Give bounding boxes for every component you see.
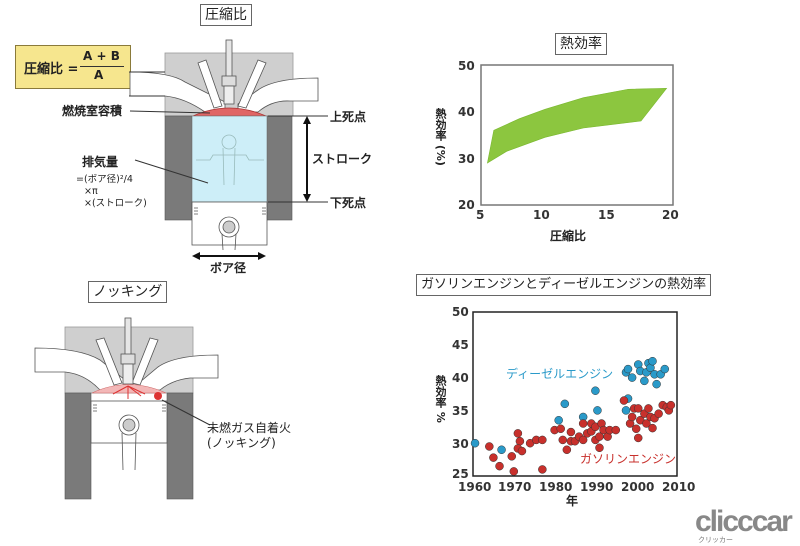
chart2-ytick-50: 50 xyxy=(452,305,469,319)
knocking-label-line2: (ノッキング) xyxy=(207,436,276,450)
knocking-label-line1: 未燃ガス自着火 xyxy=(207,421,292,435)
knocking-title: ノッキング xyxy=(88,281,168,303)
data-point xyxy=(578,419,588,428)
chart1-ytick-20: 20 xyxy=(458,198,475,212)
data-point xyxy=(648,356,657,366)
data-point xyxy=(556,424,565,434)
chart1-xtick-5: 5 xyxy=(476,208,485,222)
data-point xyxy=(640,376,649,386)
data-point xyxy=(497,445,506,455)
data-point xyxy=(554,415,563,425)
data-point xyxy=(507,452,517,461)
chart2-xtick-1960: 1960 xyxy=(458,480,492,494)
data-point xyxy=(566,427,576,437)
data-point xyxy=(515,436,525,446)
chart1-xtick-20: 20 xyxy=(662,208,679,222)
chart2-xtick-1980: 1980 xyxy=(539,480,573,494)
chart2-ytick-40: 40 xyxy=(452,371,469,385)
data-point xyxy=(578,435,588,445)
chart2-ytick-35: 35 xyxy=(452,404,469,418)
data-point xyxy=(485,442,494,451)
data-point xyxy=(593,406,602,415)
label-stroke: ストローク xyxy=(312,152,373,166)
chart1-ytick-40: 40 xyxy=(458,105,475,119)
data-point xyxy=(538,465,547,474)
label-combustion-chamber: 燃焼室容積 xyxy=(62,104,123,118)
formula-denominator: A xyxy=(94,68,104,82)
engine-comparison-chart-title: ガソリンエンジンとディーゼルエンジンの熱効率 xyxy=(416,274,712,296)
data-point xyxy=(509,467,519,476)
data-point xyxy=(652,379,661,389)
data-point xyxy=(621,406,631,415)
data-point xyxy=(562,445,572,455)
data-point xyxy=(631,424,641,434)
formula-fraction-bar xyxy=(80,66,124,67)
displacement-formula-1: =(ボア径)²/4 xyxy=(76,174,133,185)
data-point xyxy=(627,373,637,382)
chart1-ylabel: 熱効率 (%) xyxy=(434,108,447,166)
data-point xyxy=(538,435,547,445)
knocking-cylinder-diagram xyxy=(34,317,219,500)
data-point xyxy=(517,446,527,456)
chart2-xlabel: 年 xyxy=(566,494,579,508)
data-point xyxy=(666,400,676,410)
chart1-ytick-50: 50 xyxy=(458,59,475,73)
data-point xyxy=(489,453,498,462)
chart1-xtick-10: 10 xyxy=(533,208,550,222)
compression-formula-box: 圧縮比 = A + B A xyxy=(15,45,131,89)
data-point xyxy=(623,364,633,374)
thermal-efficiency-chart-title: 熱効率 xyxy=(555,33,607,55)
data-point xyxy=(495,461,504,471)
chart2-ytick-25: 25 xyxy=(452,467,469,481)
data-point xyxy=(611,425,621,435)
formula-lhs: 圧縮比 = xyxy=(24,62,79,77)
data-point xyxy=(595,443,604,453)
watermark-subtext: クリッカー xyxy=(698,536,733,544)
gasoline-annotation: ガソリンエンジン xyxy=(580,452,677,466)
data-point xyxy=(558,435,568,445)
label-tdc: 上死点 xyxy=(330,110,367,124)
data-point xyxy=(633,433,643,443)
engine-cylinder-diagram xyxy=(129,39,328,260)
chart1-ytick-30: 30 xyxy=(458,152,475,166)
data-point xyxy=(619,396,629,405)
chart1-xtick-15: 15 xyxy=(598,208,615,222)
data-point xyxy=(560,399,570,409)
label-bdc: 下死点 xyxy=(330,196,367,210)
chart2-ytick-30: 30 xyxy=(452,437,469,451)
label-bore: ボア径 xyxy=(210,261,247,275)
data-point xyxy=(660,364,670,374)
compression-title: 圧縮比 xyxy=(200,4,252,26)
chart2-xtick-2010: 2010 xyxy=(662,480,696,494)
formula-numerator: A + B xyxy=(83,49,120,63)
chart2-xtick-2000: 2000 xyxy=(621,480,655,494)
data-point xyxy=(627,412,637,422)
displacement-formula-3: ×(ストローク) xyxy=(84,198,147,209)
data-point xyxy=(642,419,651,428)
chart2-xtick-1990: 1990 xyxy=(580,480,614,494)
watermark-logo: clicccar xyxy=(695,505,793,538)
data-point xyxy=(513,429,523,438)
data-point xyxy=(633,404,643,413)
data-point xyxy=(644,404,653,413)
data-point xyxy=(591,386,600,395)
chart2-xtick-1970: 1970 xyxy=(498,480,532,494)
data-point xyxy=(470,438,480,448)
label-displacement: 排気量 xyxy=(82,155,119,169)
displacement-formula-2: ×π xyxy=(84,186,98,197)
diesel-annotation: ディーゼルエンジン xyxy=(506,367,614,381)
chart1-xlabel: 圧縮比 xyxy=(550,229,587,243)
data-point xyxy=(648,423,657,433)
chart2-ylabel: 熱効率 % xyxy=(434,375,447,423)
data-point xyxy=(654,409,663,418)
chart2-ytick-45: 45 xyxy=(452,338,469,352)
